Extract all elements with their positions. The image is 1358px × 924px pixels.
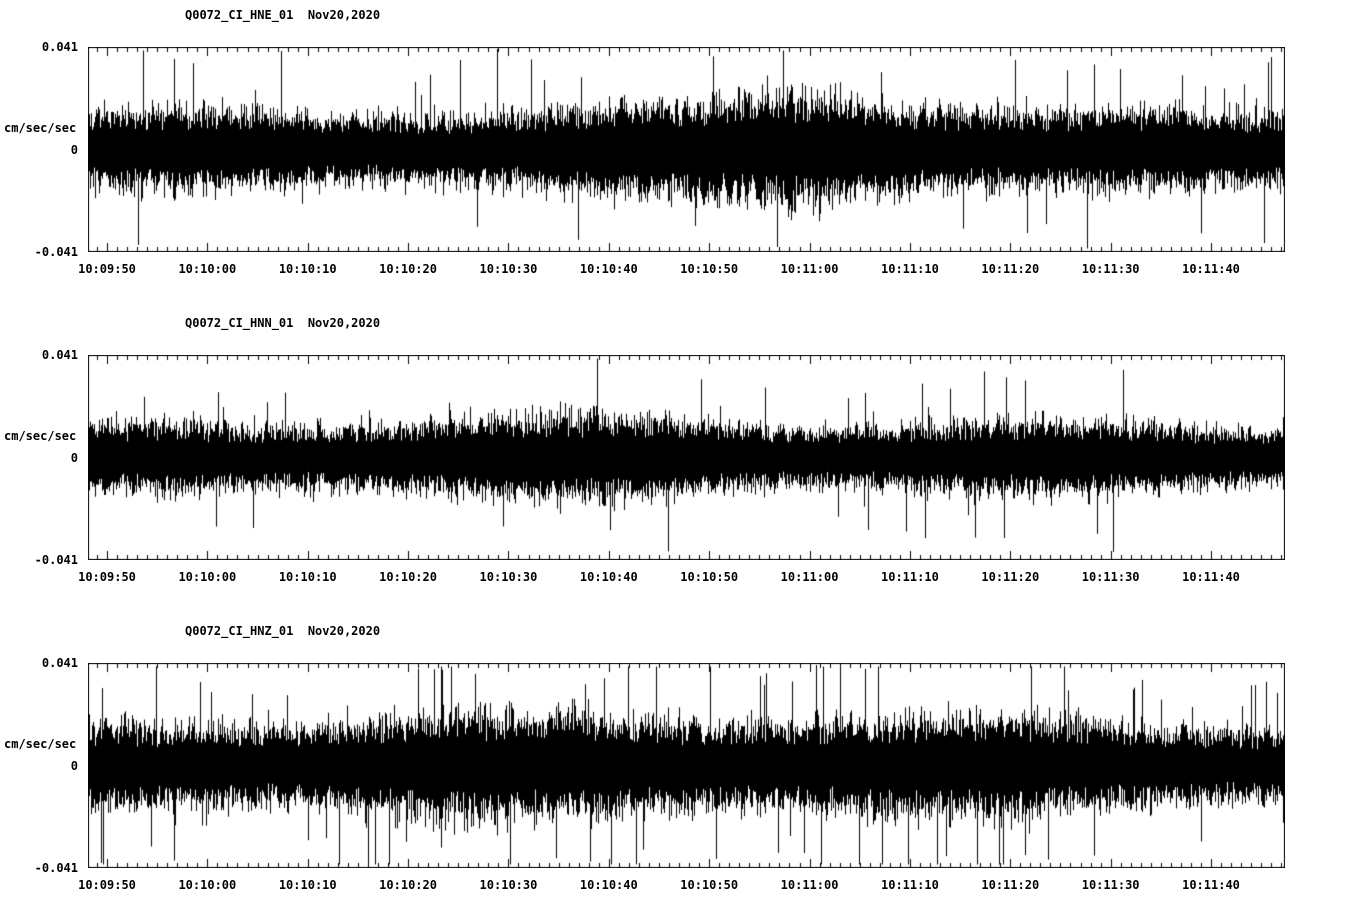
x-tick-label: 10:10:00 <box>178 878 237 892</box>
trace-title: Q0072_CI_HNE_01 Nov20,2020 <box>185 8 381 22</box>
y-tick-label-zero: 0 <box>70 451 78 465</box>
x-tick-label: 10:11:30 <box>1081 878 1140 892</box>
x-tick-label: 10:11:40 <box>1182 570 1240 584</box>
seismogram-panel-hne: Q0072_CI_HNE_01 Nov20,2020 0.041 0 -0.04… <box>0 0 1358 300</box>
x-tick-label: 10:10:30 <box>479 570 538 584</box>
trace-title: Q0072_CI_HNN_01 Nov20,2020 <box>185 316 381 330</box>
y-tick-label-zero: 0 <box>70 759 78 773</box>
x-tick-label: 10:10:10 <box>278 878 337 892</box>
x-tick-label: 10:10:30 <box>479 878 538 892</box>
y-tick-label-min: -0.041 <box>34 861 78 875</box>
y-axis-units: cm/sec/sec <box>4 121 77 135</box>
x-tick-label: 10:10:40 <box>579 570 638 584</box>
x-tick-label: 10:11:20 <box>981 570 1040 584</box>
x-tick-label: 10:10:40 <box>579 878 638 892</box>
x-tick-label: 10:11:20 <box>981 262 1040 276</box>
x-tick-label: 10:11:20 <box>981 878 1040 892</box>
seismogram-panel-hnn: Q0072_CI_HNN_01 Nov20,2020 0.041 0 -0.04… <box>0 308 1358 608</box>
x-tick-label: 10:10:10 <box>278 570 337 584</box>
waveform-canvas-hne <box>88 47 1285 252</box>
x-tick-label: 10:10:10 <box>278 262 337 276</box>
x-tick-label: 10:11:10 <box>881 262 939 276</box>
waveform-canvas-hnz <box>88 663 1285 868</box>
y-tick-label-max: 0.041 <box>41 40 78 54</box>
x-tick-label: 10:11:00 <box>780 570 839 584</box>
x-tick-label: 10:11:00 <box>780 262 839 276</box>
y-tick-label-min: -0.041 <box>34 245 78 259</box>
seismogram-panel-hnz: Q0072_CI_HNZ_01 Nov20,2020 0.041 0 -0.04… <box>0 616 1358 916</box>
x-tick-label: 10:10:00 <box>178 570 237 584</box>
x-tick-label: 10:10:30 <box>479 262 538 276</box>
x-tick-label: 10:11:30 <box>1081 262 1140 276</box>
x-tick-label: 10:09:50 <box>78 570 136 584</box>
x-tick-label: 10:10:40 <box>579 262 638 276</box>
x-tick-label: 10:11:30 <box>1081 570 1140 584</box>
x-tick-label: 10:10:00 <box>178 262 237 276</box>
y-tick-label-zero: 0 <box>70 143 78 157</box>
waveform-canvas-hnn <box>88 355 1285 560</box>
x-tick-label: 10:11:00 <box>780 878 839 892</box>
x-tick-label: 10:11:40 <box>1182 878 1240 892</box>
x-tick-label: 10:11:10 <box>881 570 939 584</box>
x-tick-label: 10:10:20 <box>379 570 437 584</box>
y-tick-label-max: 0.041 <box>41 348 78 362</box>
x-tick-label: 10:10:20 <box>379 262 437 276</box>
x-tick-label: 10:09:50 <box>78 262 136 276</box>
x-tick-label: 10:10:50 <box>680 878 739 892</box>
trace-title: Q0072_CI_HNZ_01 Nov20,2020 <box>185 624 381 638</box>
y-axis-units: cm/sec/sec <box>4 429 77 443</box>
y-tick-label-max: 0.041 <box>41 656 78 670</box>
x-tick-label: 10:11:10 <box>881 878 939 892</box>
x-tick-label: 10:10:50 <box>680 570 739 584</box>
y-axis-units: cm/sec/sec <box>4 737 77 751</box>
x-tick-label: 10:10:20 <box>379 878 437 892</box>
y-tick-label-min: -0.041 <box>34 553 78 567</box>
x-tick-label: 10:09:50 <box>78 878 136 892</box>
x-tick-label: 10:11:40 <box>1182 262 1240 276</box>
x-tick-label: 10:10:50 <box>680 262 739 276</box>
